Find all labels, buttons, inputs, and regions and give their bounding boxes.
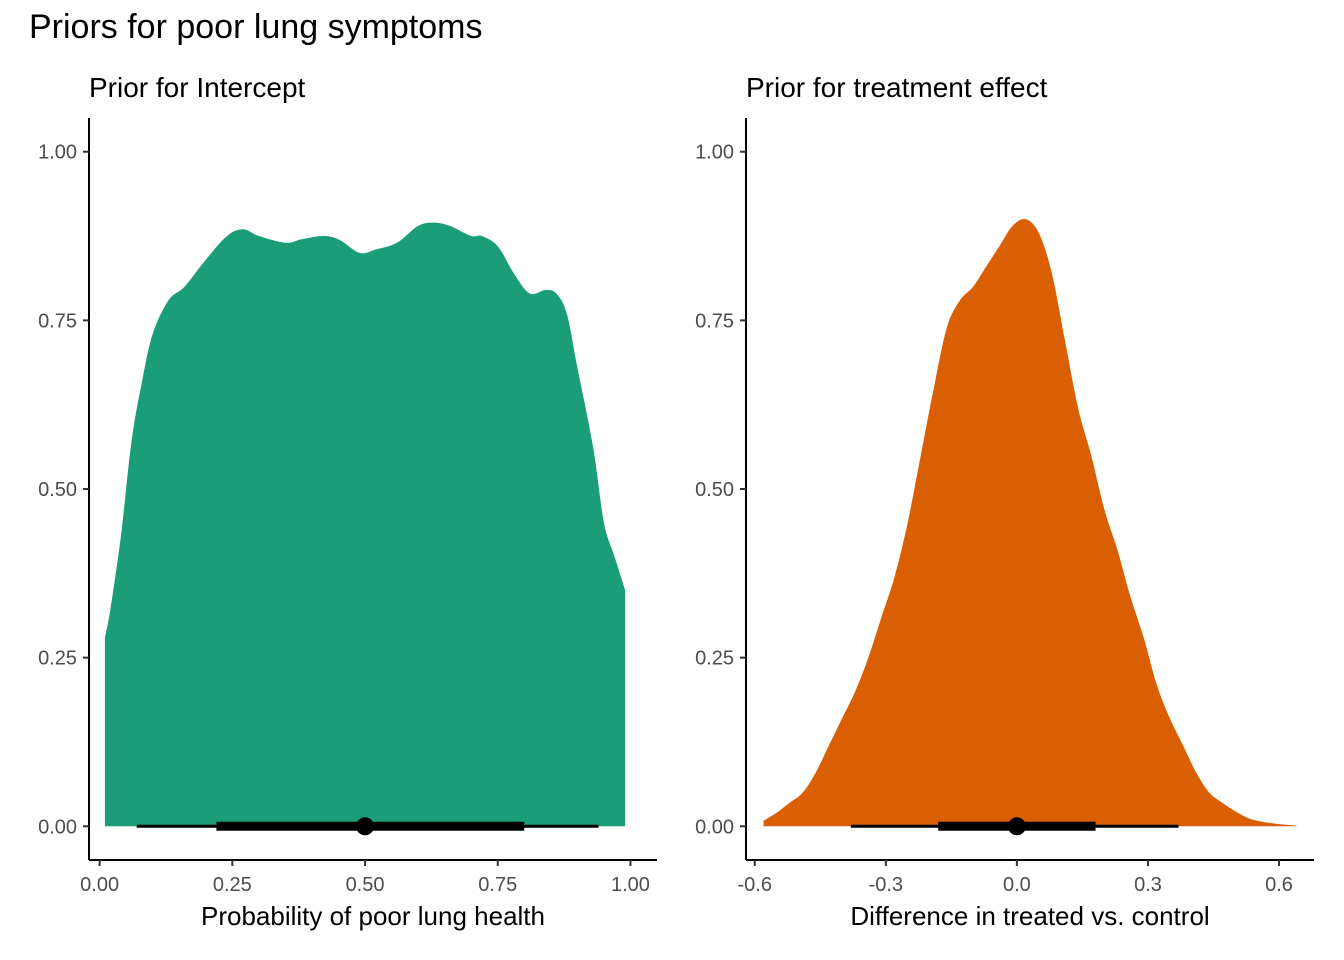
- x-tick-label-treatment: 0.0: [1003, 874, 1031, 896]
- density-area-treatment: [763, 218, 1297, 827]
- y-tick-label-intercept: 0.00: [38, 816, 77, 838]
- panel-treatment: 0.00 0.25 0.50 0.75 1.00 -0.6 -0.3 0.0 0.3 0.6 Dif…: [695, 118, 1314, 931]
- y-tick-label-intercept: 0.25: [38, 648, 77, 670]
- x-axis-title-treatment: Difference in treated vs. control: [850, 901, 1209, 931]
- chart-title: Priors for poor lung symptoms: [29, 8, 483, 46]
- y-tick-label-intercept: 0.50: [38, 479, 77, 501]
- y-tick-label-treatment: 0.00: [695, 816, 734, 838]
- x-tick-label-intercept: 0.50: [346, 874, 385, 896]
- panel-title-treatment: Prior for treatment effect: [746, 72, 1048, 103]
- panel-title-intercept: Prior for Intercept: [89, 72, 306, 103]
- x-tick-label-intercept: 1.00: [611, 874, 650, 896]
- y-tick-label-treatment: 1.00: [695, 142, 734, 164]
- y-tick-label-treatment: 0.50: [695, 479, 734, 501]
- y-tick-label-intercept: 1.00: [38, 142, 77, 164]
- x-tick-label-treatment: 0.6: [1265, 874, 1293, 896]
- panel-intercept: 0.00 0.25 0.50 0.75 1.00 0.00 0.25 0.50 0.75 1.00…: [38, 118, 657, 931]
- y-tick-label-treatment: 0.75: [695, 310, 734, 332]
- x-tick-label-intercept: 0.75: [478, 874, 517, 896]
- density-area-intercept: [104, 222, 626, 827]
- x-tick-label-intercept: 0.00: [80, 874, 119, 896]
- y-tick-label-intercept: 0.75: [38, 310, 77, 332]
- x-tick-label-treatment: -0.3: [869, 874, 903, 896]
- x-tick-label-treatment: 0.3: [1134, 874, 1162, 896]
- median-point-treatment: [1007, 817, 1026, 836]
- x-tick-label-intercept: 0.25: [213, 874, 252, 896]
- x-tick-label-treatment: -0.6: [738, 874, 772, 896]
- median-point-intercept: [356, 817, 375, 836]
- x-axis-title-intercept: Probability of poor lung health: [201, 901, 545, 931]
- y-tick-label-treatment: 0.25: [695, 648, 734, 670]
